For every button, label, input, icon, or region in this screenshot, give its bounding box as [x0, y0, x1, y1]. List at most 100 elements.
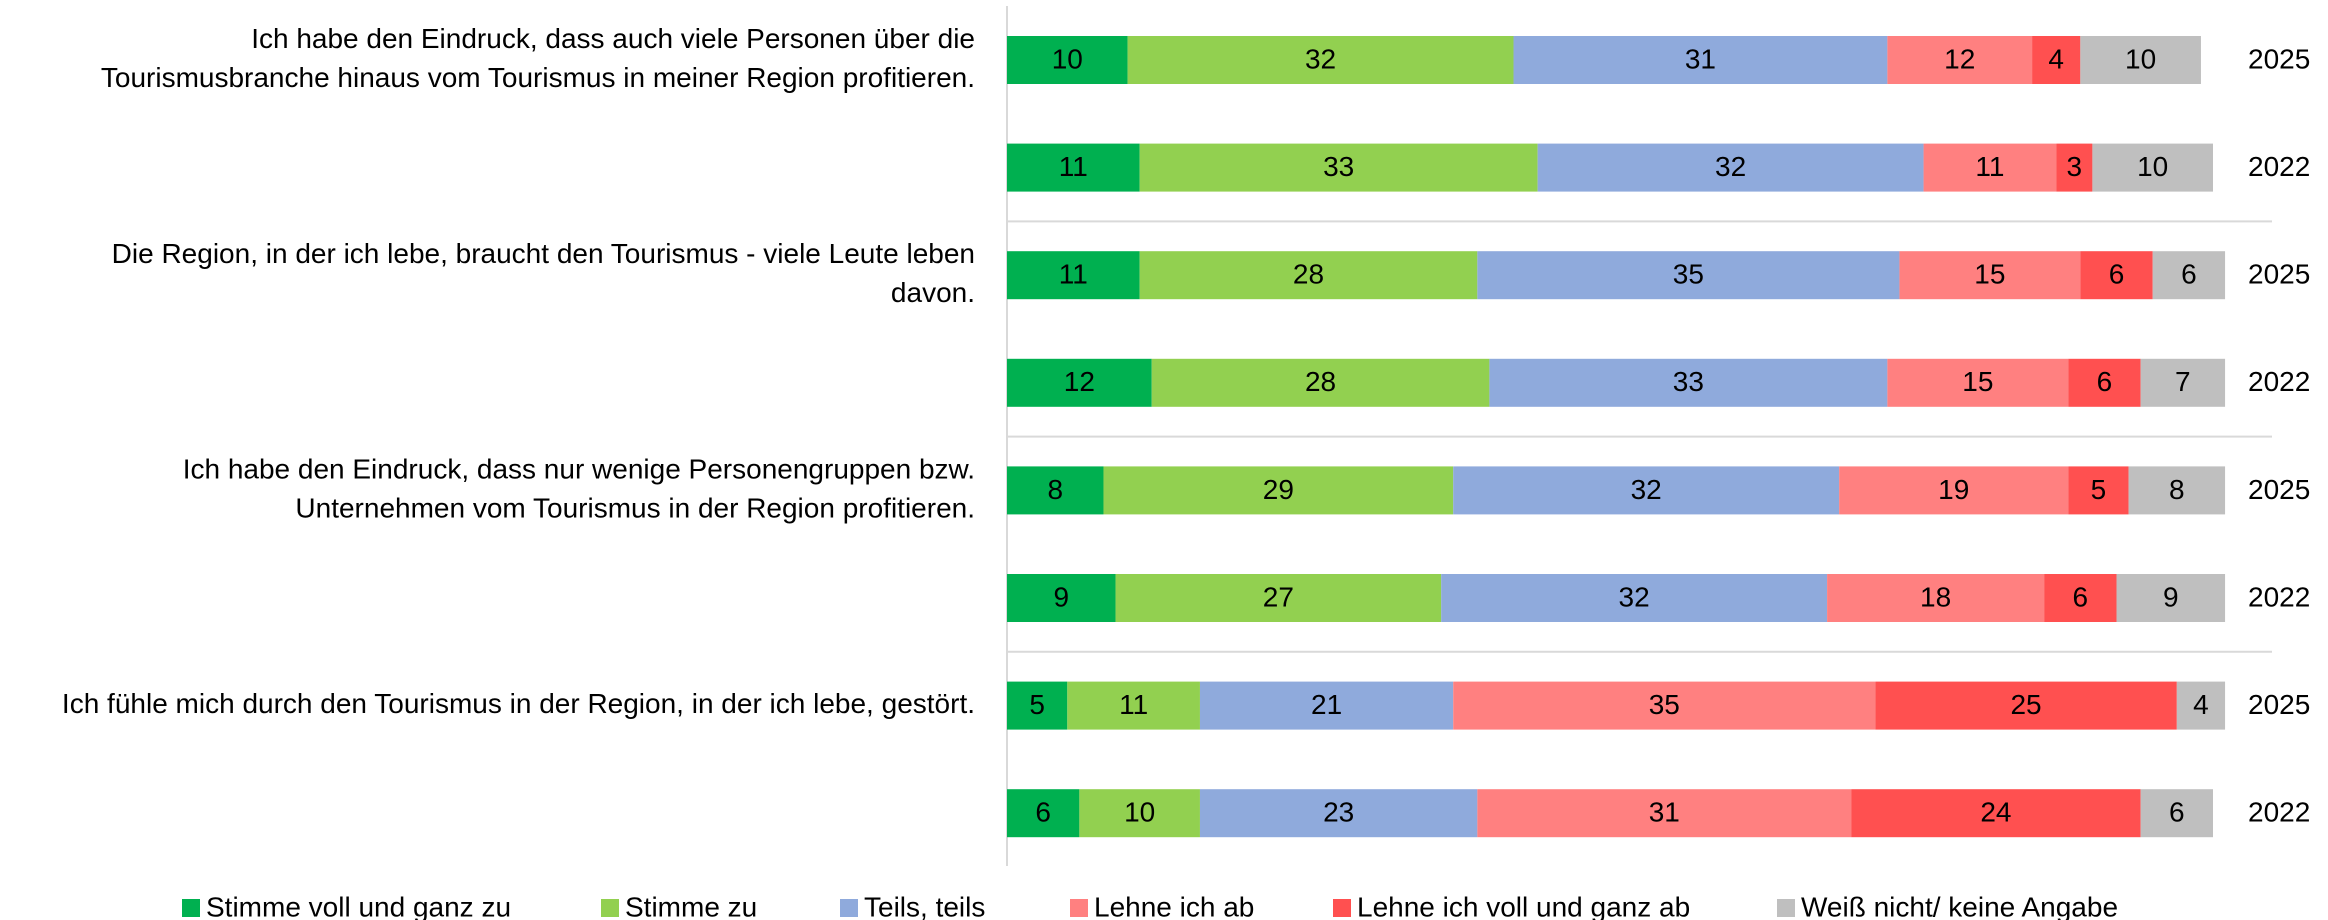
bar-segment	[2176, 681, 2226, 730]
data-label: 25	[2010, 689, 2041, 720]
data-label: 6	[2169, 797, 2185, 828]
year-label: 2025	[2248, 43, 2310, 74]
bar-segment	[1923, 143, 2057, 192]
data-label: 4	[2193, 689, 2209, 720]
bar-segment	[1151, 358, 1490, 407]
data-label: 4	[2048, 43, 2064, 74]
bar-segment	[2152, 251, 2226, 300]
data-label: 5	[2091, 474, 2107, 505]
bar-segment	[1887, 358, 2069, 407]
data-label: 35	[1673, 259, 1704, 290]
legend-swatch	[182, 899, 200, 917]
legend-label: Teils, teils	[864, 891, 985, 920]
data-label: 11	[1059, 259, 1088, 290]
legend-swatch	[1777, 899, 1795, 917]
bar-segment	[1007, 681, 1068, 730]
year-label: 2022	[2248, 366, 2310, 397]
bar-segment	[2080, 36, 2201, 84]
year-label: 2022	[2248, 151, 2310, 182]
data-label: 35	[1649, 689, 1680, 720]
data-label: 11	[1119, 689, 1148, 720]
data-label: 29	[1263, 474, 1294, 505]
bar-segment	[1875, 681, 2177, 730]
year-label: 2025	[2248, 259, 2310, 290]
bar-segment	[2044, 574, 2117, 622]
data-label: 27	[1263, 581, 1294, 612]
data-label: 8	[2169, 474, 2185, 505]
data-label: 33	[1673, 366, 1704, 397]
legend-swatch	[840, 899, 858, 917]
legend-swatch	[1333, 899, 1351, 917]
data-label: 21	[1311, 689, 1342, 720]
bar-segment	[1139, 251, 1478, 300]
data-label: 9	[1053, 581, 1069, 612]
data-label: 32	[1631, 474, 1662, 505]
group-label: Unternehmen vom Tourismus in der Region …	[295, 492, 975, 523]
bar-segment	[1007, 789, 1080, 838]
bar-segment	[1887, 36, 2033, 84]
bar-segment	[1899, 251, 2081, 300]
bar-segment	[1513, 36, 1888, 84]
bar-segment	[1079, 789, 1200, 838]
bar-segment	[1477, 251, 1900, 300]
data-label: 32	[1619, 581, 1650, 612]
bar-segment	[1007, 143, 1140, 192]
bar-segment	[1453, 681, 1876, 730]
bar-segment	[1199, 681, 1454, 730]
bar-segment	[1537, 143, 1924, 192]
data-label: 15	[1962, 366, 1993, 397]
data-label: 10	[1124, 797, 1155, 828]
bar-segment	[2128, 466, 2226, 515]
group-label: Ich habe den Eindruck, dass nur wenige P…	[183, 453, 975, 484]
bar-segment	[1839, 466, 2069, 515]
legend-swatch	[601, 899, 619, 917]
data-label: 6	[2073, 581, 2089, 612]
data-label: 6	[1035, 797, 1051, 828]
data-label: 31	[1649, 797, 1680, 828]
bar-segment	[2116, 574, 2226, 622]
group-label: Ich fühle mich durch den Tourismus in de…	[62, 688, 975, 719]
data-label: 10	[2125, 43, 2156, 74]
data-label: 28	[1293, 259, 1324, 290]
data-label: 18	[1920, 581, 1951, 612]
year-label: 2022	[2248, 581, 2310, 612]
data-label: 6	[2181, 259, 2197, 290]
data-label: 10	[2137, 151, 2168, 182]
data-label: 11	[1975, 151, 2004, 182]
bar-segment	[1851, 789, 2141, 838]
bar-segment	[1067, 681, 1200, 730]
data-label: 7	[2175, 366, 2191, 397]
bar-segment	[1103, 466, 1454, 515]
bar-segment	[1139, 143, 1538, 192]
bar-segment	[2068, 358, 2141, 407]
bar-segment	[1115, 574, 1442, 622]
bar-segment	[2068, 466, 2129, 515]
bar-segment	[2092, 143, 2213, 192]
bar-segment	[2140, 789, 2213, 838]
data-label: 23	[1323, 797, 1354, 828]
group-label: davon.	[891, 277, 975, 308]
bar-segment	[1441, 574, 1828, 622]
data-label: 6	[2109, 259, 2125, 290]
data-label: 33	[1323, 151, 1354, 182]
data-label: 28	[1305, 366, 1336, 397]
year-label: 2025	[2248, 689, 2310, 720]
legend-label: Weiß nicht/ keine Angabe	[1801, 891, 2118, 920]
bar-segment	[1453, 466, 1840, 515]
bar-segment	[2056, 143, 2093, 192]
group-label: Die Region, in der ich lebe, braucht den…	[112, 238, 975, 269]
group-label: Tourismusbranche hinaus vom Tourismus in…	[101, 62, 975, 93]
bar-segment	[1199, 789, 1478, 838]
legend-label: Stimme zu	[625, 891, 757, 920]
data-label: 11	[1059, 151, 1088, 182]
legend-label: Lehne ich voll und ganz ab	[1357, 891, 1690, 920]
bar-segment	[1827, 574, 2045, 622]
bar-segment	[1489, 358, 1888, 407]
data-label: 5	[1029, 689, 1045, 720]
data-label: 8	[1047, 474, 1063, 505]
data-label: 6	[2097, 366, 2113, 397]
bar-segment	[1007, 358, 1152, 407]
bar-segment	[1127, 36, 1514, 84]
bar-segment	[1007, 466, 1104, 515]
